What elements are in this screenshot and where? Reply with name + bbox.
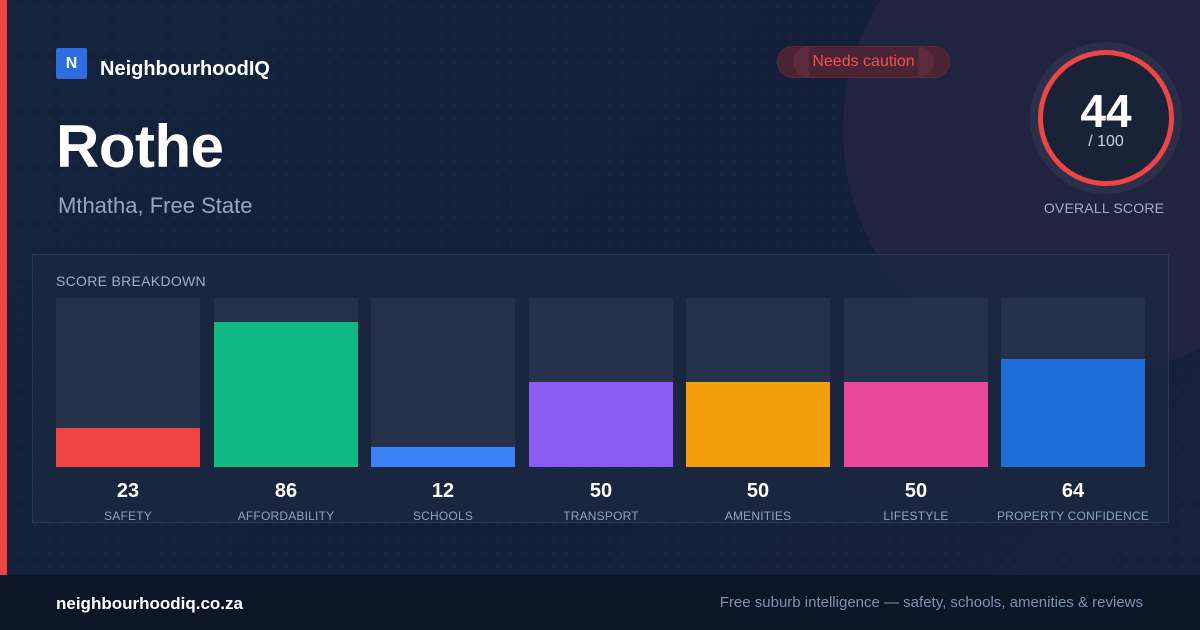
bar-label: TRANSPORT (563, 509, 639, 523)
page-title: Rothe (56, 113, 224, 180)
bar-label: LIFESTYLE (883, 509, 949, 523)
brand-logo[interactable]: N NeighbourhoodIQ (56, 46, 270, 81)
bar-label: PROPERTY CONFIDENCE (996, 509, 1150, 523)
overall-score-value: 44 (1080, 85, 1132, 137)
bar-fill (1001, 359, 1145, 467)
bar-label: SAFETY (104, 509, 152, 523)
bar-label: SCHOOLS (412, 509, 474, 523)
footer-tagline: Free suburb intelligence — safety, schoo… (719, 594, 1143, 611)
breakdown-bars: 23 SAFETY 86 AFFORDABILITY 12 SCHOOLS 50 TRANSP… (56, 298, 1149, 523)
overall-score-gauge: 44 / 100 (1030, 42, 1182, 194)
badge-left-cap (793, 47, 809, 77)
bar-value: 50 (904, 480, 928, 502)
bar-fill (214, 322, 358, 467)
footer: neighbourhoodiq.co.za Free suburb intell… (0, 575, 1200, 630)
bar-value: 50 (589, 480, 613, 502)
score-bar-affordability: 86 AFFORDABILITY (214, 298, 358, 523)
bar-fill (844, 382, 988, 467)
bar-fill (371, 447, 515, 467)
score-bar-transport: 50 TRANSPORT (529, 298, 673, 523)
bar-track (844, 298, 988, 467)
overall-score-max: / 100 (1088, 133, 1124, 150)
bar-value: 64 (1061, 480, 1085, 502)
brand-name: NeighbourhoodIQ (100, 58, 270, 80)
bar-value: 86 (274, 480, 298, 502)
score-breakdown-panel: SCORE BREAKDOWN 23 SAFETY 86 AFFORDABILITY 1… (32, 254, 1169, 523)
bar-value: 50 (746, 480, 770, 502)
bar-fill (56, 428, 200, 467)
score-bar-amenities: 50 AMENITIES (686, 298, 830, 523)
badge-right-cap (918, 47, 934, 77)
score-bar-lifestyle: 50 LIFESTYLE (844, 298, 988, 523)
status-badge: Needs caution (777, 46, 950, 78)
score-gauge-ring (1038, 50, 1174, 186)
logo-icon: N (56, 48, 87, 79)
bar-fill (529, 382, 673, 467)
accent-bar (0, 0, 7, 575)
bar-fill (686, 382, 830, 467)
bar-track (1001, 298, 1145, 467)
bar-label: AMENITIES (724, 509, 792, 523)
bar-track (56, 298, 200, 467)
bar-track (371, 298, 515, 467)
score-bar-property-confidence: 64 PROPERTY CONFIDENCE (997, 298, 1149, 523)
bar-label: AFFORDABILITY (237, 509, 335, 523)
bar-track (214, 298, 358, 467)
score-bar-schools: 12 SCHOOLS (371, 298, 515, 523)
footer-url-link[interactable]: neighbourhoodiq.co.za (56, 594, 243, 613)
bar-track (686, 298, 830, 467)
location-subtitle: Mthatha, Free State (58, 193, 253, 218)
breakdown-title: SCORE BREAKDOWN (56, 273, 206, 289)
overall-score-label: OVERALL SCORE (1043, 200, 1165, 216)
bar-value: 23 (116, 480, 140, 502)
bar-value: 12 (431, 480, 455, 502)
status-badge-label: Needs caution (812, 53, 915, 70)
score-bar-safety: 23 SAFETY (56, 298, 200, 523)
bar-track (529, 298, 673, 467)
